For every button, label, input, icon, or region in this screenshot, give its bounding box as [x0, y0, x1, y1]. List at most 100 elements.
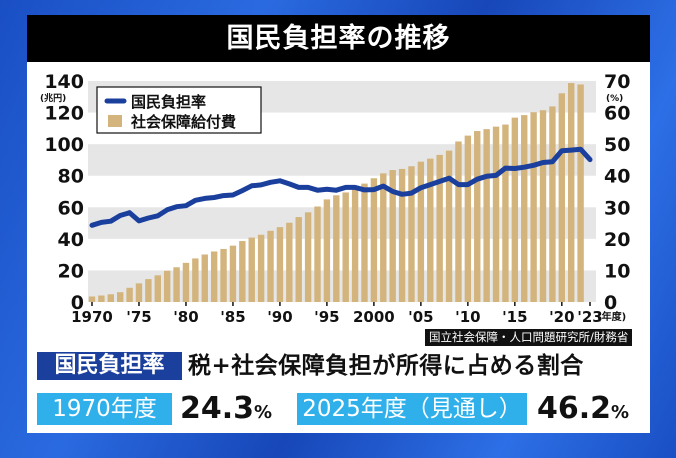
stat-value-2025-unit: % [611, 402, 630, 423]
bar-1994 [314, 206, 321, 302]
left-tick-label: 100 [44, 134, 84, 156]
grid-band [88, 144, 596, 176]
bar-2006 [427, 158, 434, 302]
bar-1976 [145, 279, 152, 302]
right-tick-label: 70 [604, 71, 630, 93]
bar-1990 [276, 227, 284, 302]
bar-1988 [257, 234, 265, 302]
bar-2001 [380, 173, 387, 302]
bar-2022 [577, 84, 584, 302]
bar-1991 [286, 222, 293, 302]
bar-2016 [521, 115, 528, 303]
bar-2008 [445, 150, 453, 302]
legend-label-rate: 国民負担率 [131, 93, 206, 111]
bar-1989 [267, 230, 274, 302]
bar-2018 [539, 110, 547, 302]
legend-bar-swatch [108, 115, 122, 127]
stat-value-2025: 46.2% [537, 391, 629, 431]
x-tick-label: '85 [220, 308, 245, 326]
stat-value-1970-number: 24.3 [180, 391, 255, 426]
bar-1982 [201, 254, 208, 302]
x-tick-label: 2000 [353, 308, 395, 326]
left-tick-label: 120 [44, 103, 84, 125]
bar-1971 [98, 295, 105, 302]
bar-1986 [239, 241, 246, 302]
right-axis-unit: (%) [606, 94, 623, 104]
x-axis-unit: (年度) [597, 310, 626, 323]
bar-1970 [88, 296, 96, 302]
bar-1992 [295, 217, 302, 302]
right-tick-label: 10 [604, 260, 630, 282]
bar-2012 [483, 129, 490, 302]
bar-1985 [229, 245, 237, 302]
bar-1975 [135, 283, 143, 302]
stat-label-1970: 1970年度 [37, 393, 172, 425]
legend-label-benefits: 社会保障給付費 [130, 113, 236, 131]
bar-2004 [408, 166, 415, 302]
bar-2003 [398, 168, 406, 302]
x-tick-label: '15 [502, 308, 527, 326]
left-tick-label: 20 [58, 260, 84, 282]
x-tick-label: '95 [314, 308, 339, 326]
bar-2013 [492, 126, 500, 302]
bar-1998 [351, 188, 359, 302]
x-tick-label: 1970 [71, 308, 113, 326]
bar-1972 [107, 294, 114, 302]
bar-1987 [248, 237, 255, 302]
bar-1995 [323, 199, 331, 302]
bar-2005 [417, 161, 425, 302]
stat-value-1970: 24.3% [180, 391, 272, 431]
right-tick-label: 30 [604, 197, 630, 219]
bar-2000 [370, 178, 378, 302]
left-tick-label: 140 [44, 71, 84, 93]
bar-1980 [182, 262, 190, 302]
x-tick-label: '80 [173, 308, 198, 326]
left-axis-unit: (兆円) [40, 92, 66, 104]
x-tick-label: '23 [577, 308, 602, 326]
right-tick-label: 60 [604, 103, 630, 125]
x-tick-label: '90 [267, 308, 292, 326]
bar-2015 [511, 117, 519, 302]
left-tick-label: 40 [58, 229, 84, 251]
bar-1974 [126, 287, 133, 302]
x-tick-label: '05 [408, 308, 433, 326]
right-tick-label: 20 [604, 229, 630, 251]
bar-2017 [530, 112, 537, 303]
bar-2019 [549, 106, 556, 302]
definition-text: 税+社会保障負担が所得に占める割合 [188, 353, 584, 379]
left-tick-label: 0 [71, 292, 84, 314]
right-tick-label: 0 [604, 292, 617, 314]
bar-2009 [455, 141, 462, 302]
bar-2007 [436, 154, 443, 302]
stat-label-2025: 2025年度（見通し） [297, 393, 527, 425]
chart-title: 国民負担率の推移 [27, 15, 650, 62]
bar-1978 [163, 270, 171, 302]
bar-2021 [568, 83, 575, 302]
stat-value-1970-unit: % [254, 402, 273, 423]
definition-term: 国民負担率 [37, 352, 182, 380]
bar-1973 [116, 292, 124, 302]
bar-1979 [173, 267, 180, 302]
left-tick-label: 80 [58, 166, 84, 188]
x-tick-label: '20 [549, 308, 574, 326]
grid-band [88, 270, 596, 302]
bar-2014 [502, 124, 509, 302]
bar-1996 [333, 195, 340, 302]
bar-2020 [558, 93, 566, 302]
bar-2011 [474, 131, 481, 302]
bar-1983 [210, 251, 218, 302]
bar-1999 [361, 183, 368, 302]
bar-1993 [304, 212, 312, 302]
line-series-national-burden-rate [89, 146, 593, 228]
x-tick-label: '10 [455, 308, 480, 326]
bar-1977 [154, 275, 161, 302]
grid-band [88, 207, 596, 239]
right-tick-label: 50 [604, 134, 630, 156]
legend: 国民負担率 社会保障給付費 [96, 86, 262, 134]
bar-2002 [389, 170, 396, 302]
bar-1997 [342, 192, 349, 302]
x-tick-label: '75 [126, 308, 151, 326]
bar-1981 [192, 258, 199, 302]
bar-2010 [464, 135, 472, 302]
